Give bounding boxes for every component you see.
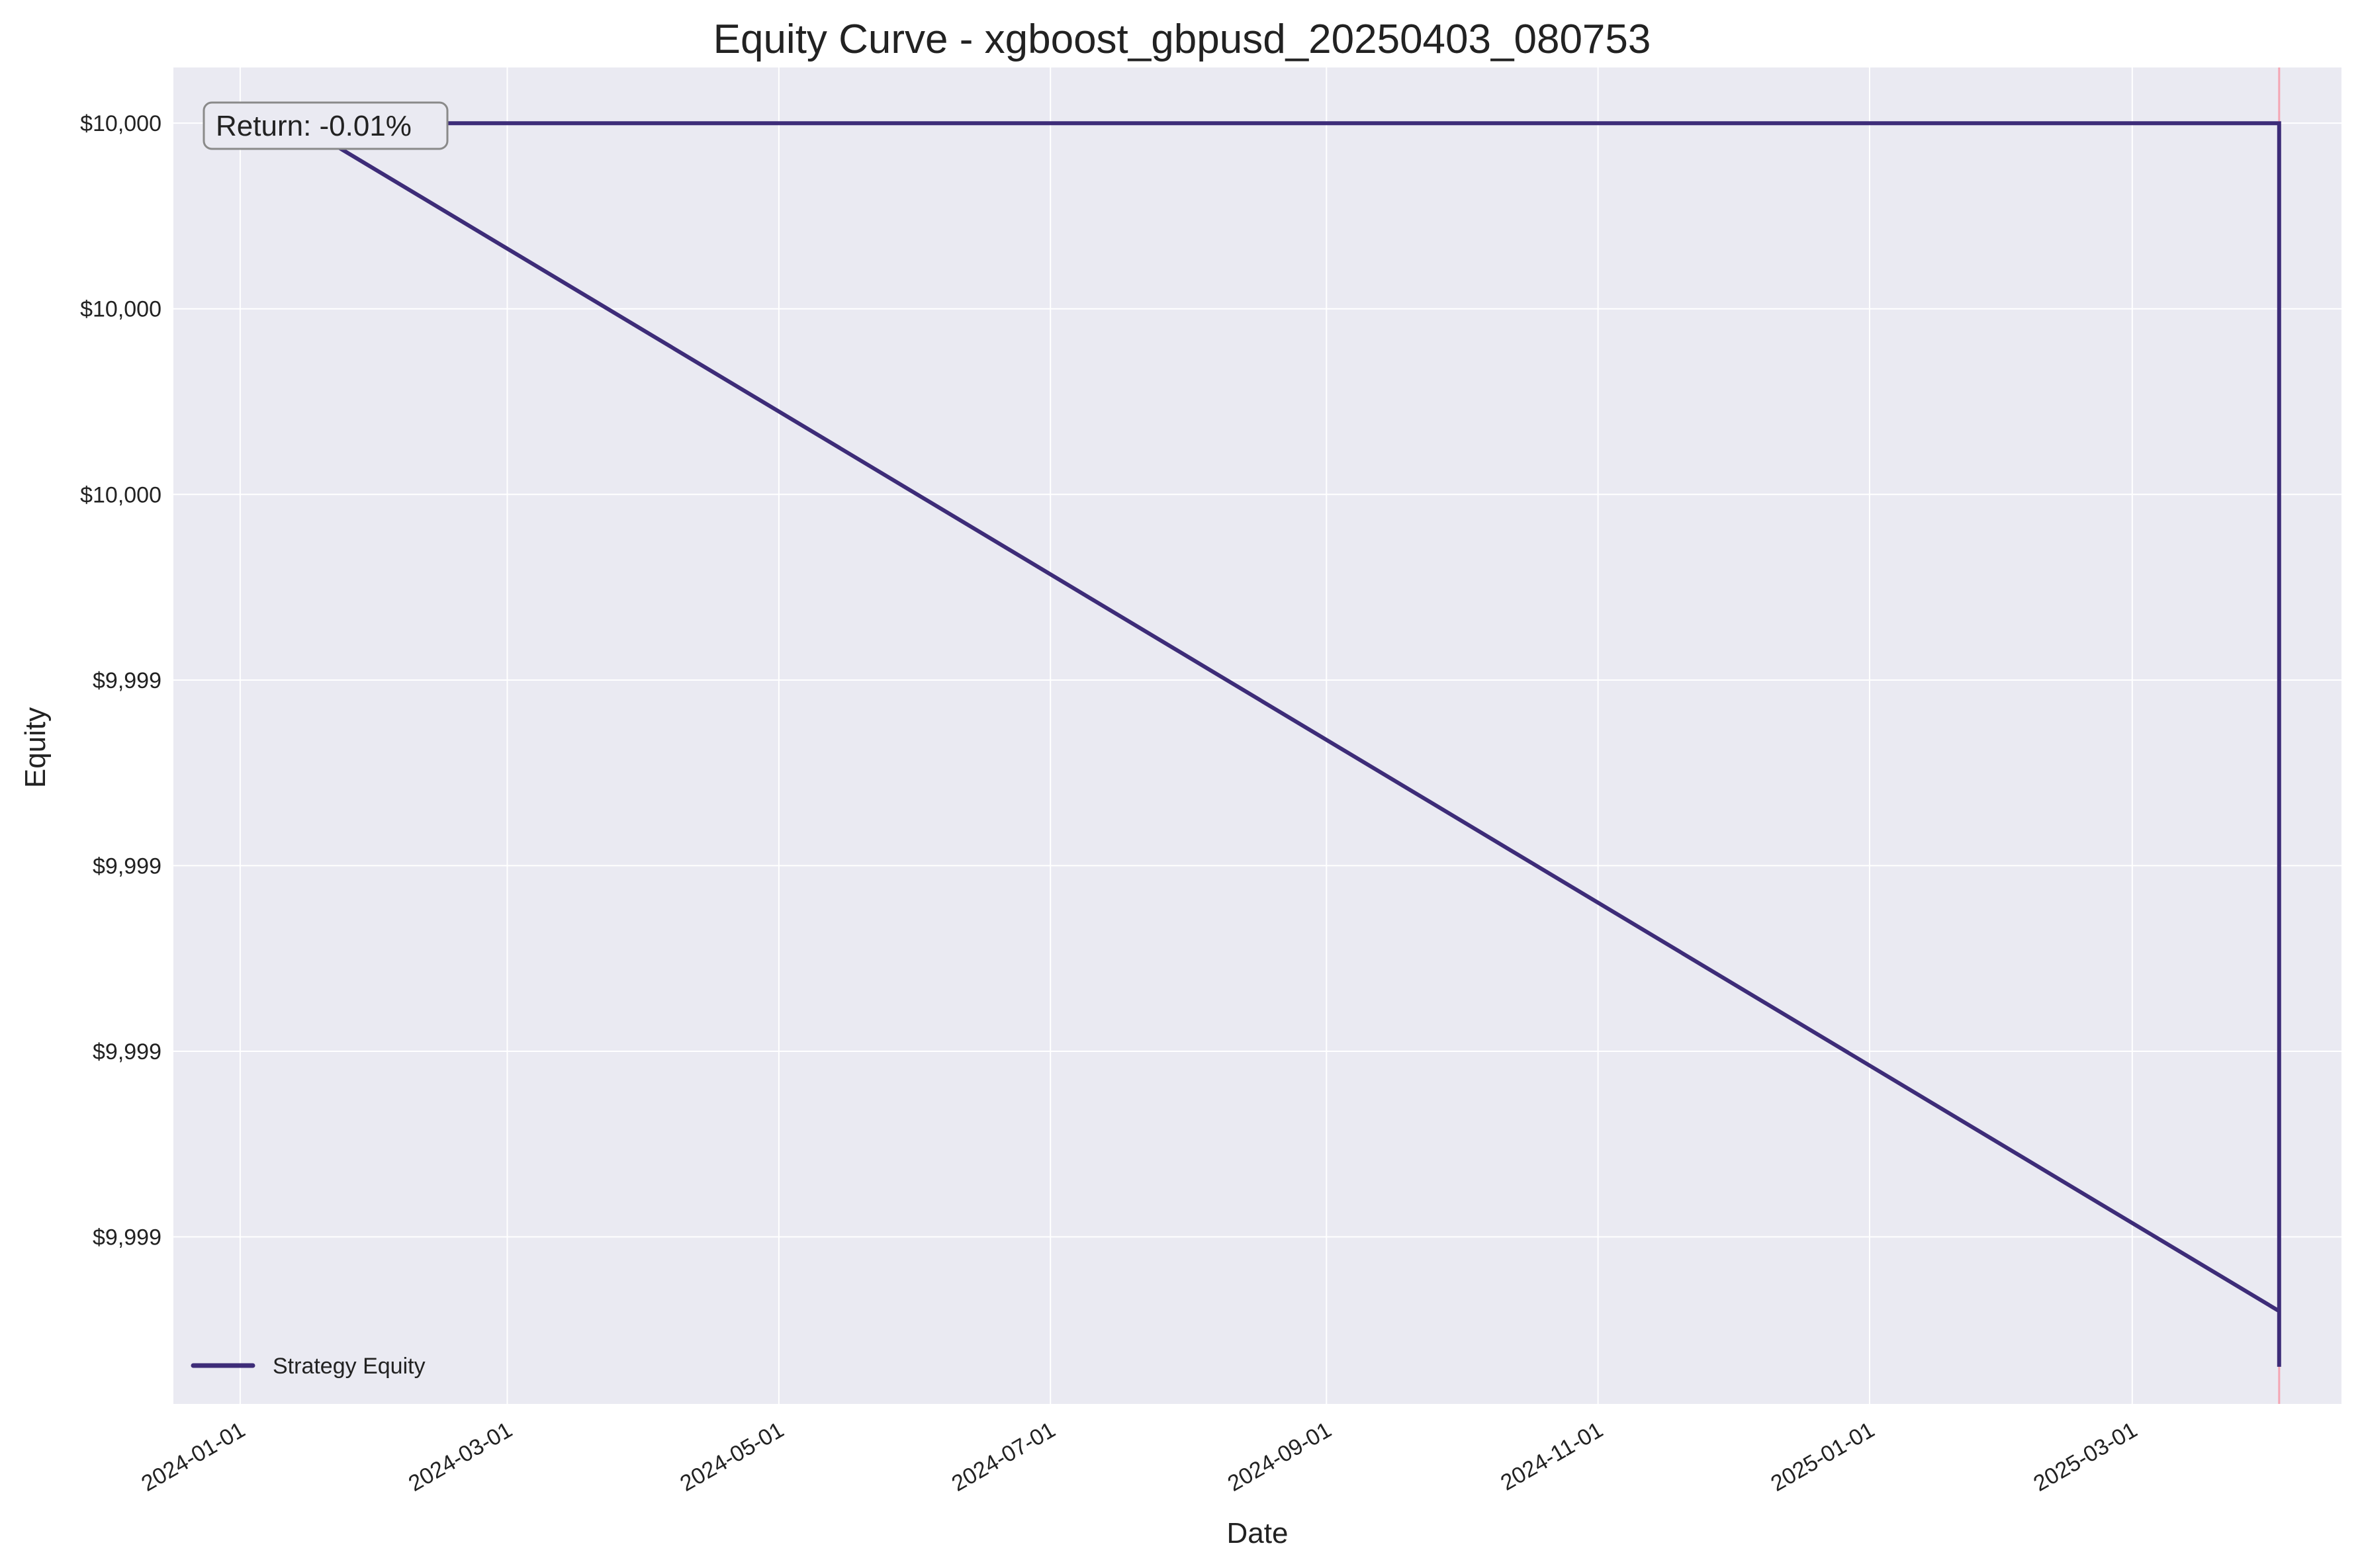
series-line-strategy-equity <box>296 121 2281 1367</box>
y-tick-label: $9,999 <box>93 1225 161 1250</box>
y-tick-label: $10,000 <box>80 297 161 322</box>
y-tick-label: $9,999 <box>93 668 161 693</box>
y-tick-labels: $9,999 $9,999 $9,999 $9,999 $10,000 $10,000 $1… <box>80 111 161 1250</box>
legend: Strategy Equity <box>191 1354 426 1379</box>
return-annotation: Return: -0.01% <box>203 101 449 150</box>
y-axis-label: Equity <box>19 707 52 788</box>
chart-title: Equity Curve - xgboost_gbpusd_20250403_0… <box>713 17 1651 62</box>
y-tick-label: $10,000 <box>80 111 161 136</box>
legend-label: Strategy Equity <box>273 1354 426 1379</box>
plot-area <box>173 67 2341 1404</box>
y-tick-label: $9,999 <box>93 853 161 879</box>
annotation-text: Return: -0.01% <box>216 110 412 142</box>
series-lines <box>296 121 2281 1367</box>
x-axis-label: Date <box>1227 1517 1289 1549</box>
y-tick-label: $9,999 <box>93 1039 161 1065</box>
annotation-box <box>203 101 449 150</box>
y-tick-label: $10,000 <box>80 482 161 507</box>
